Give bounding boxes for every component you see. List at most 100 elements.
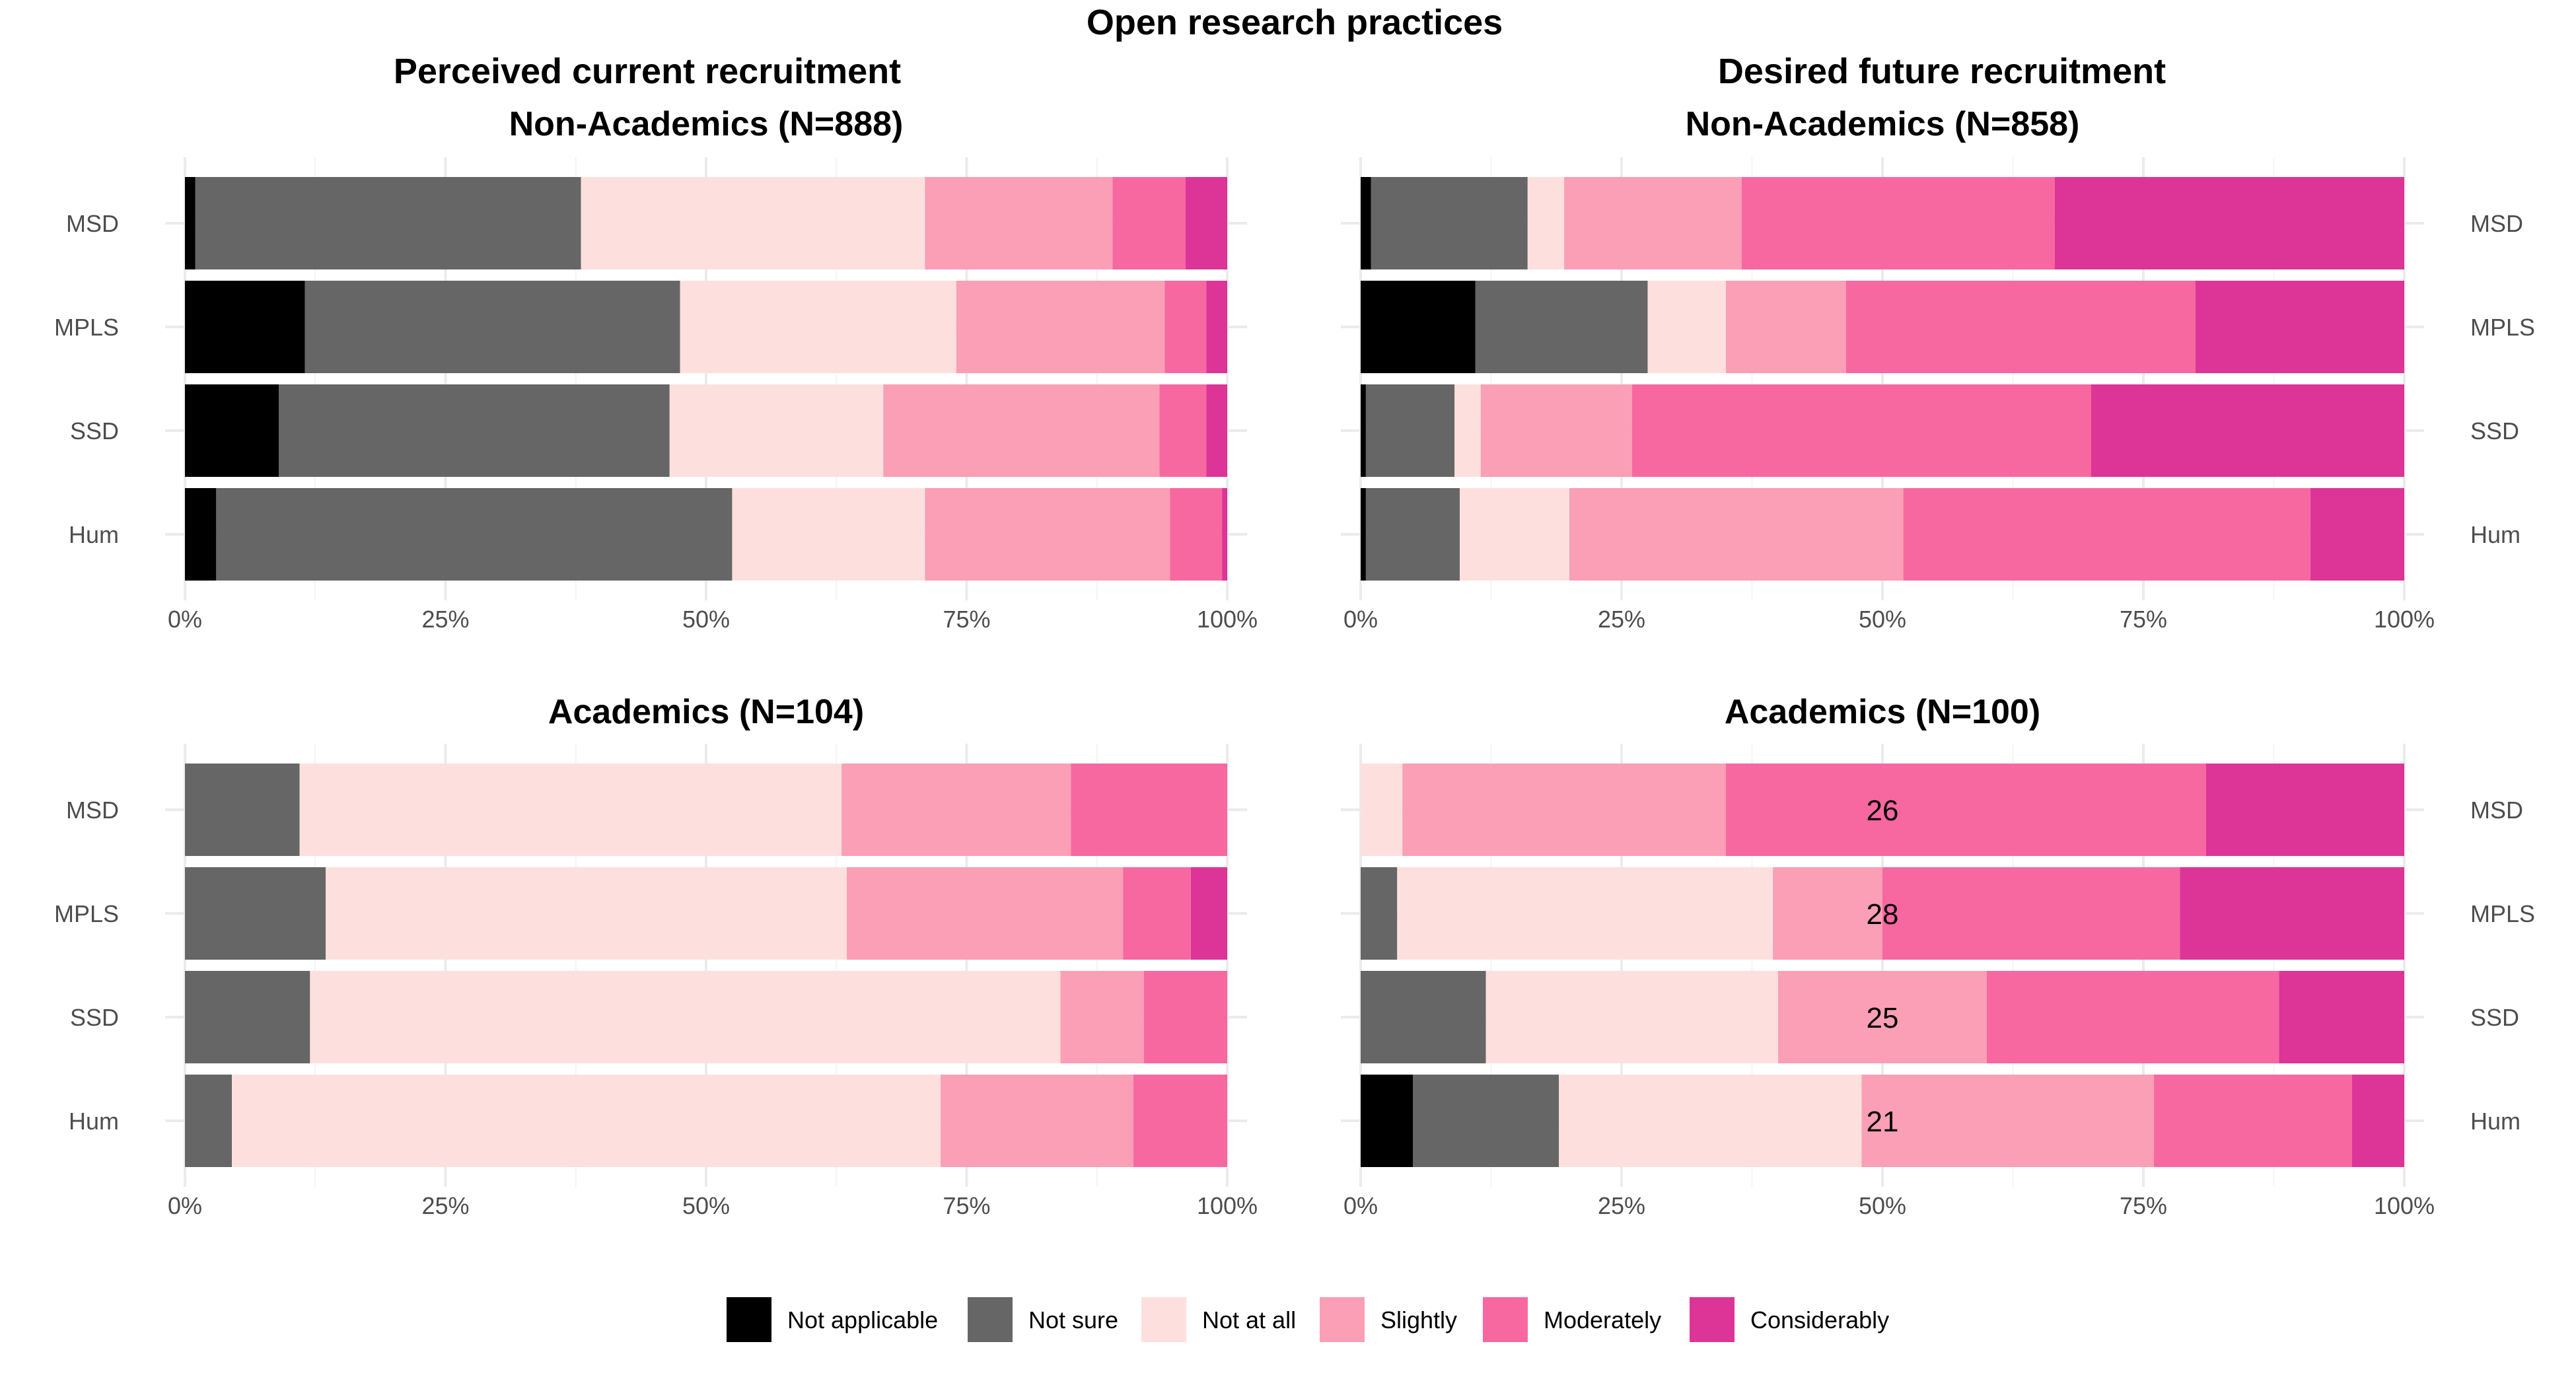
bar-segment-mpls-not-sure	[304, 281, 680, 373]
bar-segment-msd-slightly	[1402, 764, 1726, 856]
bar-data-label: 25	[1867, 1002, 1899, 1034]
bar-segment-hum-moderately	[1133, 1075, 1227, 1167]
legend-swatch	[1320, 1297, 1365, 1342]
y-tick-label: SSD	[70, 417, 119, 445]
bar-segment-msd-slightly	[841, 764, 1071, 856]
y-tick-label: Hum	[2470, 521, 2521, 548]
bar-segment-hum-moderately	[1170, 488, 1223, 581]
bar-segment-mpls-slightly	[956, 281, 1165, 373]
legend-swatch	[1483, 1297, 1528, 1342]
bar-segment-ssd-not-applicable	[1361, 384, 1366, 477]
x-tick-label: 25%	[1598, 1192, 1645, 1219]
bar-segment-hum-considerably	[2352, 1075, 2404, 1167]
bar-segment-hum-not-sure	[1365, 488, 1460, 581]
bar-segment-mpls-not-applicable	[1361, 281, 1476, 373]
bar-segment-msd-not-at-all	[1361, 764, 1403, 856]
panel-title: Academics (N=104)	[548, 693, 864, 731]
bar-segment-hum-not-sure	[185, 1075, 233, 1167]
x-tick-label: 0%	[168, 606, 202, 633]
bar-segment-mpls-moderately	[1845, 281, 2196, 373]
bar-segment-ssd-considerably	[1206, 384, 1227, 477]
bar-segment-ssd-not-sure	[1361, 971, 1486, 1063]
bar-segment-ssd-not-at-all	[669, 384, 884, 477]
bar-segment-hum-slightly	[941, 1075, 1133, 1167]
bar-segment-msd-moderately	[1112, 177, 1186, 269]
bar-segment-msd-not-at-all	[581, 177, 925, 269]
bar-segment-hum-considerably	[2310, 488, 2404, 581]
bar-segment-ssd-considerably	[2091, 384, 2404, 477]
bar-segment-mpls-moderately	[1164, 281, 1207, 373]
bar-segment-mpls-not-sure	[185, 867, 326, 960]
bar-segment-hum-not-sure	[216, 488, 733, 581]
legend-swatch	[1690, 1297, 1735, 1342]
bar-segment-ssd-not-at-all	[1485, 971, 1778, 1063]
bar-segment-hum-slightly	[1861, 1075, 2154, 1167]
figure-title: Open research practices	[1087, 3, 1503, 42]
x-tick-label: 50%	[1859, 606, 1906, 633]
bar-segment-msd-moderately	[1071, 764, 1227, 856]
bar-segment-ssd-moderately	[1987, 971, 2279, 1063]
bar-segment-hum-not-applicable	[1361, 488, 1366, 581]
y-tick-label: SSD	[70, 1004, 119, 1031]
bar-segment-msd-moderately	[1741, 177, 2055, 269]
x-tick-label: 100%	[1197, 606, 1258, 633]
bar-segment-ssd-not-at-all	[1454, 384, 1481, 477]
bar-segment-msd-not-applicable	[1361, 177, 1371, 269]
bar-segment-hum-not-sure	[1413, 1075, 1559, 1167]
bar-data-label: 26	[1867, 795, 1899, 827]
x-tick-label: 100%	[1197, 1192, 1258, 1219]
x-tick-label: 25%	[421, 606, 469, 633]
x-tick-label: 50%	[682, 606, 730, 633]
y-tick-label: MPLS	[2470, 314, 2535, 341]
bar-segment-mpls-not-at-all	[1397, 867, 1773, 960]
legend-label: Not applicable	[787, 1306, 938, 1334]
legend-item-not-at-all: Not at all	[1141, 1297, 1296, 1342]
bar-segment-ssd-moderately	[1159, 384, 1207, 477]
bar-segment-mpls-considerably	[2196, 281, 2404, 373]
bar-segment-ssd-not-sure	[279, 384, 670, 477]
bar-segment-mpls-slightly	[1773, 867, 1882, 960]
bar-segment-mpls-moderately	[1123, 867, 1191, 960]
x-tick-label: 50%	[682, 1192, 730, 1219]
bar-segment-hum-not-applicable	[1361, 1075, 1413, 1167]
panel-title: Non-Academics (N=858)	[1686, 105, 2080, 143]
y-tick-label: SSD	[2470, 1004, 2519, 1031]
bar-segment-hum-not-applicable	[185, 488, 217, 581]
x-tick-label: 0%	[1343, 606, 1378, 633]
y-tick-label: SSD	[2470, 417, 2519, 445]
y-tick-label: MSD	[2470, 797, 2523, 824]
bar-segment-msd-not-at-all	[1527, 177, 1565, 269]
bar-segment-ssd-moderately	[1143, 971, 1227, 1063]
x-tick-label: 75%	[2120, 606, 2167, 633]
panels: Non-Academics (N=888) MSD MPLS SSD Hum 0% 25% 5…	[54, 105, 2535, 1219]
bar-segment-mpls-moderately	[1882, 867, 2180, 960]
bar-segment-ssd-not-sure	[1365, 384, 1455, 477]
x-tick-label: 25%	[1598, 606, 1645, 633]
bar-segment-ssd-not-sure	[185, 971, 310, 1063]
x-tick-label: 0%	[168, 1192, 202, 1219]
bar-segment-hum-not-at-all	[1559, 1075, 1862, 1167]
legend-label: Slightly	[1380, 1306, 1457, 1334]
y-tick-label: MSD	[66, 210, 119, 237]
bar-segment-mpls-considerably	[1190, 867, 1227, 960]
x-tick-label: 100%	[2374, 1192, 2435, 1219]
bar-segment-msd-not-applicable	[185, 177, 196, 269]
legend-label: Not at all	[1202, 1306, 1296, 1334]
bar-segment-hum-slightly	[1569, 488, 1904, 581]
bar-segment-mpls-not-at-all	[680, 281, 956, 373]
y-tick-label: MPLS	[54, 900, 119, 927]
x-tick-label: 50%	[1859, 1192, 1906, 1219]
bar-segment-msd-not-sure	[195, 177, 581, 269]
legend-label: Considerably	[1750, 1306, 1889, 1334]
x-tick-label: 0%	[1343, 1192, 1378, 1219]
bar-segment-hum-slightly	[925, 488, 1170, 581]
panel-academics-n-104: Academics (N=104) MSD MPLS SSD Hum 0% 25% 50% 75…	[54, 693, 1258, 1219]
bar-segment-msd-not-sure	[1371, 177, 1528, 269]
legend: Not applicable Not sure Not at all Slightly…	[727, 1297, 1889, 1342]
bar-segment-hum-moderately	[1903, 488, 2310, 581]
y-tick-label: MPLS	[2470, 900, 2535, 927]
bar-segment-msd-considerably	[1185, 177, 1227, 269]
x-tick-label: 75%	[2120, 1192, 2167, 1219]
legend-label: Moderately	[1544, 1306, 1661, 1334]
